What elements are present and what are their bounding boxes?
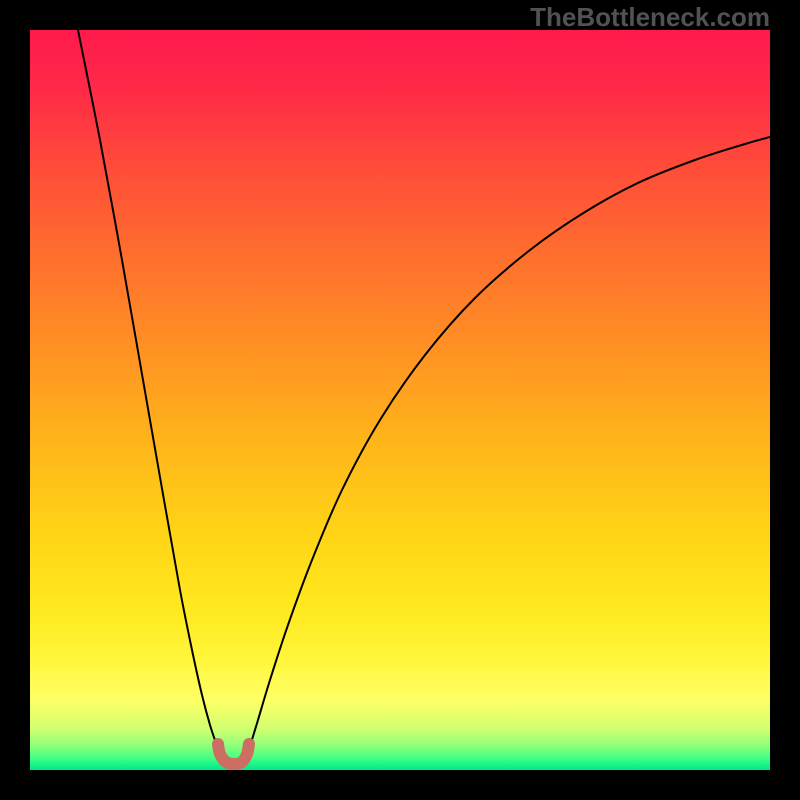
plot-area bbox=[30, 30, 770, 770]
chart-root: TheBottleneck.com bbox=[0, 0, 800, 800]
curve-layer bbox=[30, 30, 770, 770]
watermark-text: TheBottleneck.com bbox=[530, 2, 770, 33]
right-curve bbox=[251, 137, 770, 743]
left-curve bbox=[78, 30, 216, 743]
dip-marker bbox=[218, 744, 249, 764]
